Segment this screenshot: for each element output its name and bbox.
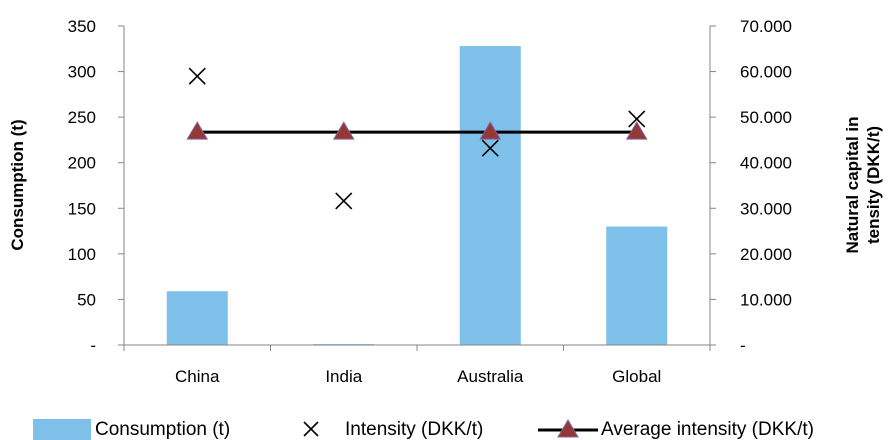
category-label: Australia (457, 367, 524, 386)
average-intensity-point (479, 121, 502, 140)
right-tick-label: 30.000 (740, 199, 792, 218)
bar (459, 46, 521, 346)
legend-label-intensity: Intensity (DKK/t) (345, 419, 483, 440)
right-tick-label: 60.000 (740, 63, 792, 82)
right-axis-ticks: - 10.000 20.000 30.000 40.000 50.000 60.000 70.… (710, 17, 792, 355)
legend-label-average-intensity: Average intensity (DKK/t) (601, 419, 814, 440)
category-label: Global (612, 367, 661, 386)
category-label: China (175, 367, 220, 386)
average-intensity-point (186, 121, 209, 140)
legend-item-intensity: Intensity (DKK/t) (303, 419, 483, 440)
left-tick-label: 150 (68, 199, 96, 218)
right-tick-label: 70.000 (740, 17, 792, 36)
left-tick-label: 350 (68, 17, 96, 36)
bar (606, 226, 668, 345)
category-label: India (325, 367, 362, 386)
legend: Consumption (t) Intensity (DKK/t) Averag… (33, 419, 814, 440)
intensity-point (628, 110, 646, 128)
bar (166, 291, 228, 345)
left-tick-label: 100 (68, 245, 96, 264)
intensity-series (188, 67, 646, 210)
legend-label-consumption: Consumption (t) (95, 419, 230, 440)
category-labels: China India Australia Global (175, 367, 661, 386)
right-tick-label: - (740, 336, 746, 355)
legend-item-consumption: Consumption (t) (33, 419, 230, 440)
intensity-point (188, 67, 206, 85)
left-tick-label: 250 (68, 108, 96, 127)
legend-swatch-bar (33, 419, 91, 440)
left-tick-label: 50 (77, 290, 96, 309)
left-axis-ticks: - 50 100 150 200 250 300 350 (68, 17, 124, 355)
right-tick-label: 50.000 (740, 108, 792, 127)
average-intensity-series (186, 121, 648, 140)
right-tick-label: 40.000 (740, 154, 792, 173)
average-intensity-point (332, 121, 355, 140)
legend-swatch-x-marker (303, 421, 319, 437)
right-axis-title-line-2: tensity (DKK/t) (864, 126, 883, 244)
intensity-point (481, 139, 499, 157)
left-tick-label: 300 (68, 63, 96, 82)
bar-series (166, 46, 668, 346)
right-tick-label: 20.000 (740, 245, 792, 264)
intensity-point (335, 192, 353, 210)
legend-swatch-triangle-marker (557, 419, 579, 438)
average-intensity-point (625, 121, 648, 140)
legend-item-average-intensity: Average intensity (DKK/t) (538, 419, 814, 440)
axes (123, 26, 711, 351)
right-axis-title-line-1: Natural capital in (843, 117, 862, 254)
right-tick-label: 10.000 (740, 290, 792, 309)
left-tick-label: 200 (68, 154, 96, 173)
left-axis-title: Consumption (t) (8, 119, 27, 250)
left-tick-label: - (90, 336, 96, 355)
